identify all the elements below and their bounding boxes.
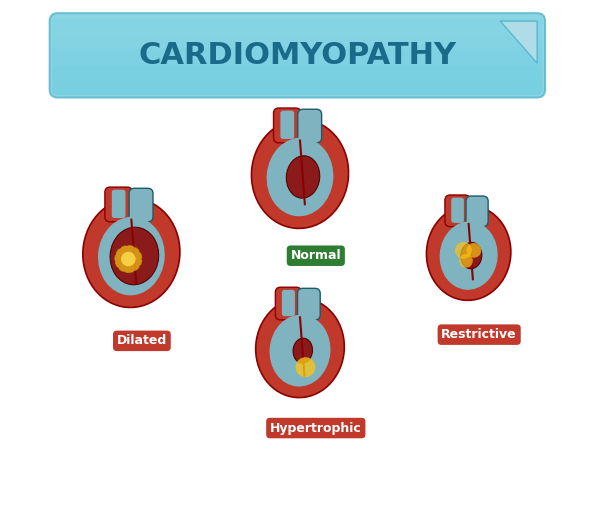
Polygon shape (500, 21, 537, 63)
Line: 2 pts: 2 pts (300, 141, 305, 204)
Ellipse shape (286, 156, 320, 198)
FancyBboxPatch shape (466, 196, 488, 227)
Ellipse shape (251, 120, 349, 228)
Circle shape (296, 357, 316, 377)
Point (301, 372, 308, 378)
FancyBboxPatch shape (451, 198, 464, 223)
Circle shape (121, 252, 136, 266)
FancyBboxPatch shape (50, 13, 545, 97)
Ellipse shape (110, 227, 158, 285)
Text: Normal: Normal (290, 249, 341, 262)
Point (133, 280, 140, 287)
Ellipse shape (266, 138, 334, 216)
Point (296, 314, 304, 320)
FancyBboxPatch shape (52, 34, 542, 63)
Point (128, 217, 135, 223)
Ellipse shape (83, 199, 180, 307)
FancyBboxPatch shape (52, 18, 542, 47)
FancyBboxPatch shape (129, 188, 153, 222)
Circle shape (467, 243, 481, 258)
Ellipse shape (98, 217, 165, 295)
Ellipse shape (461, 242, 482, 269)
Ellipse shape (269, 315, 331, 386)
Text: Dilated: Dilated (117, 334, 167, 347)
Line: 2 pts: 2 pts (469, 224, 473, 279)
FancyBboxPatch shape (298, 109, 322, 143)
FancyBboxPatch shape (52, 50, 542, 79)
Text: Hypertrophic: Hypertrophic (270, 422, 362, 435)
FancyBboxPatch shape (275, 287, 301, 320)
Circle shape (115, 246, 142, 272)
FancyBboxPatch shape (445, 195, 470, 227)
Ellipse shape (293, 338, 313, 363)
FancyBboxPatch shape (282, 290, 295, 316)
Circle shape (459, 254, 473, 268)
FancyBboxPatch shape (112, 190, 125, 218)
Line: 2 pts: 2 pts (131, 220, 136, 284)
Text: CARDIOMYOPATHY: CARDIOMYOPATHY (139, 41, 457, 70)
FancyBboxPatch shape (105, 187, 133, 222)
Point (301, 201, 308, 207)
Ellipse shape (256, 298, 344, 397)
Circle shape (455, 242, 472, 259)
Ellipse shape (440, 221, 497, 290)
Text: Restrictive: Restrictive (442, 328, 517, 341)
FancyBboxPatch shape (52, 66, 542, 95)
Ellipse shape (427, 206, 511, 300)
Point (465, 221, 472, 227)
FancyBboxPatch shape (274, 108, 301, 143)
Point (296, 138, 304, 144)
Line: 2 pts: 2 pts (300, 317, 304, 375)
FancyBboxPatch shape (280, 111, 294, 139)
FancyBboxPatch shape (298, 288, 320, 320)
Point (469, 276, 476, 282)
